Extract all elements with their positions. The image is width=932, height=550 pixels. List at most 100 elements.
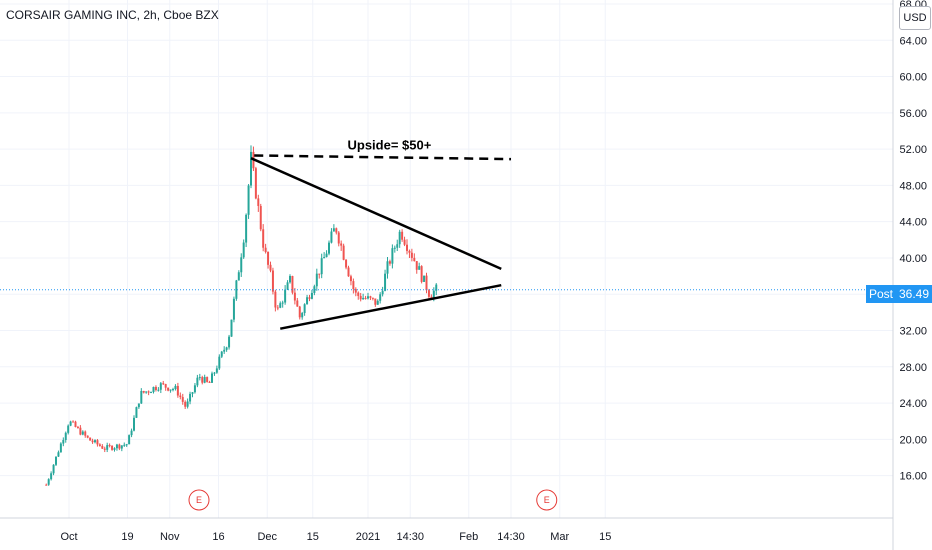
currency-badge[interactable]: USD: [899, 6, 931, 30]
candle-body: [369, 296, 372, 298]
candle-body: [67, 425, 70, 433]
candle-body: [406, 244, 408, 251]
earnings-marker-label: E: [544, 495, 550, 505]
candle-body: [133, 417, 135, 431]
earnings-marker-label: E: [196, 495, 202, 505]
time-tick-label: 14:30: [497, 531, 525, 543]
candle-body: [267, 251, 270, 265]
candle-body: [335, 228, 338, 233]
candle-body: [218, 356, 221, 369]
time-tick-label: Oct: [60, 531, 77, 543]
candle-body: [247, 185, 250, 215]
candle-body: [418, 266, 421, 270]
earnings-marker[interactable]: [188, 489, 210, 511]
candle-body: [230, 319, 233, 337]
time-tick-label: 15: [307, 531, 319, 543]
candle-body: [318, 273, 321, 275]
candle-body: [103, 448, 106, 450]
candle-body: [306, 297, 309, 305]
candle-body: [223, 349, 226, 352]
candle-body: [228, 336, 231, 348]
candle-body: [398, 231, 401, 245]
candle-body: [86, 435, 89, 438]
candle-body: [320, 258, 323, 275]
time-axis[interactable]: Oct 19 Nov 16 Dec 15 2021 14:30 Feb 14:30 Mar 15: [0, 517, 893, 543]
price-tick-label: 52.00: [899, 144, 927, 156]
candle-body: [259, 205, 262, 230]
time-tick-label: Nov: [160, 531, 180, 543]
candle-body: [142, 391, 145, 393]
candle-body: [359, 295, 362, 300]
candle-body: [130, 430, 133, 436]
trendline-drawings[interactable]: [250, 154, 512, 330]
time-tick-label: 2021: [356, 531, 380, 543]
candle-body: [325, 253, 328, 258]
candle-body: [393, 247, 396, 249]
candle-body: [137, 403, 140, 408]
trendline-lower[interactable]: [280, 283, 502, 330]
trendline-upside-target[interactable]: [254, 154, 512, 161]
candle-body: [120, 445, 123, 449]
post-market-label: Post: [866, 285, 896, 303]
price-tick-label: 20.00: [899, 434, 927, 446]
candle-body: [264, 247, 267, 252]
last-price-label: 36.49: [896, 285, 932, 303]
candle-body: [403, 239, 406, 245]
candle-body: [50, 473, 53, 480]
candle-body: [289, 276, 291, 283]
candle-body: [108, 445, 111, 447]
price-tick-label: 24.00: [899, 398, 927, 410]
price-axis[interactable]: 16.0020.0024.0028.0032.0036.0040.0044.00…: [892, 0, 927, 550]
candle-body: [59, 443, 62, 453]
price-tick-label: 68.00: [899, 0, 927, 11]
candle-body: [145, 391, 148, 393]
candle-body: [415, 261, 418, 270]
candle-body: [354, 289, 357, 293]
candle-body: [208, 381, 211, 383]
candle-body: [242, 242, 245, 258]
candle-body: [237, 272, 240, 281]
candle-body: [342, 245, 345, 260]
candle-body: [374, 298, 377, 305]
candle-body: [313, 286, 316, 293]
candle-body: [113, 448, 116, 450]
candle-body: [193, 385, 196, 393]
candle-body: [330, 231, 333, 243]
upside-annotation[interactable]: Upside= $50+: [348, 137, 432, 152]
candle-body: [201, 377, 204, 383]
candle-body: [432, 290, 435, 298]
trendline-upper[interactable]: [250, 157, 502, 270]
earnings-marker[interactable]: [536, 489, 558, 511]
candle-body: [301, 313, 304, 318]
time-tick-label: 14:30: [396, 531, 424, 543]
chart-grid: [0, 0, 893, 518]
candle-body: [172, 389, 174, 391]
candle-body: [154, 386, 157, 391]
candle-body: [206, 377, 209, 382]
price-tick-label: 60.00: [899, 72, 927, 84]
candle-body: [118, 444, 121, 449]
candle-body: [106, 445, 109, 450]
candle-body: [164, 384, 167, 388]
candle-body: [345, 259, 348, 268]
candle-body: [169, 389, 172, 391]
candle-body: [381, 290, 384, 295]
candle-body: [147, 391, 150, 393]
candle-body: [262, 229, 265, 248]
candle-body: [284, 289, 287, 303]
candle-body: [94, 440, 96, 443]
candle-body: [425, 275, 428, 291]
candle-body: [362, 297, 365, 300]
candle-body: [91, 440, 94, 443]
candle-body: [76, 426, 79, 428]
candle-body: [162, 383, 165, 385]
candle-body: [293, 292, 296, 301]
price-tick-label: 64.00: [899, 35, 927, 47]
candle-body: [152, 386, 155, 393]
candle-body: [286, 282, 289, 290]
candle-body: [386, 261, 389, 274]
candle-body: [157, 389, 160, 391]
candle-body: [347, 267, 350, 277]
